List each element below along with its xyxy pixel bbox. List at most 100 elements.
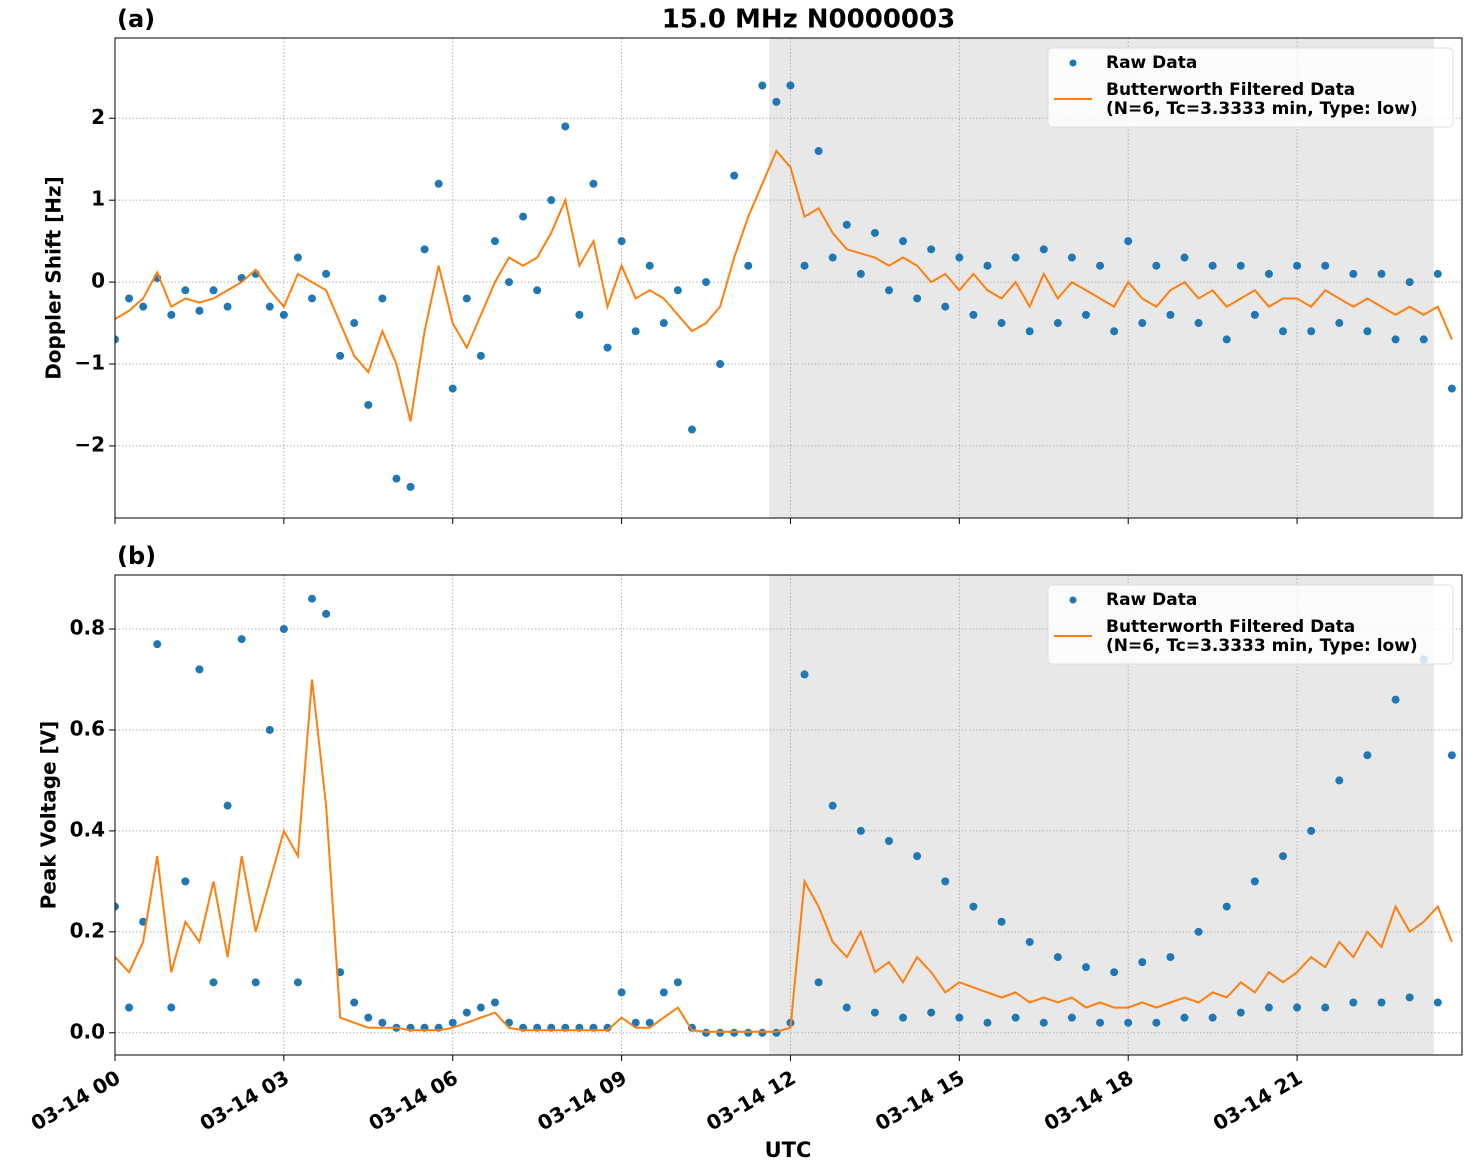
raw-point (1405, 278, 1414, 287)
raw-point (744, 261, 753, 270)
raw-point (547, 196, 556, 205)
axes-frame (114, 574, 1463, 1056)
raw-point (870, 1008, 879, 1017)
raw-point (983, 261, 992, 270)
raw-point (941, 877, 950, 886)
raw-point (1433, 998, 1442, 1007)
raw-point (1335, 319, 1344, 328)
x-tick-label: 03-14 06 (364, 1065, 462, 1135)
raw-point (828, 253, 837, 262)
raw-point (1405, 993, 1414, 1002)
chart-title: 15.0 MHz N0000003 (662, 5, 955, 35)
raw-point (702, 278, 711, 287)
raw-point (139, 302, 148, 311)
raw-point (420, 245, 429, 254)
raw-point (941, 302, 950, 311)
y-tick-label: 0.0 (70, 1019, 105, 1043)
raw-point (1180, 1013, 1189, 1022)
raw-point (195, 306, 204, 315)
raw-point (730, 171, 739, 180)
raw-point (1124, 1018, 1133, 1027)
legend-label: Raw Data (1106, 590, 1197, 610)
legend: Raw Data Butterworth Filtered Data (N=6, T… (1047, 47, 1454, 128)
raw-point (1081, 963, 1090, 972)
raw-point (490, 998, 499, 1007)
raw-point (1166, 953, 1175, 962)
raw-point (842, 220, 851, 229)
legend: Raw Data Butterworth Filtered Data (N=6, T… (1047, 584, 1454, 665)
legend-label: Raw Data (1106, 53, 1197, 73)
raw-point (434, 179, 443, 188)
raw-point (1124, 237, 1133, 246)
legend-label: Butterworth Filtered Data (N=6, Tc=3.3333… (1106, 617, 1418, 656)
legend-marker (1069, 596, 1077, 604)
raw-point (955, 1013, 964, 1022)
x-tick-label: 03-14 15 (871, 1065, 969, 1135)
x-tick-label: 03-14 18 (1040, 1065, 1138, 1135)
raw-point (115, 335, 119, 344)
raw-point (406, 482, 415, 491)
legend-box (1047, 47, 1454, 128)
raw-point (856, 826, 865, 835)
raw-point (716, 360, 725, 369)
y-tick-label: −2 (74, 432, 105, 456)
raw-point (476, 1003, 485, 1012)
raw-point (293, 978, 302, 987)
raw-point (870, 228, 879, 237)
raw-point (1307, 826, 1316, 835)
raw-point (1208, 261, 1217, 270)
raw-point (884, 836, 893, 845)
plot-area (115, 81, 1456, 491)
raw-point (1279, 327, 1288, 336)
raw-point (448, 1018, 457, 1027)
raw-point (786, 81, 795, 90)
raw-point (1222, 902, 1231, 911)
raw-point (997, 917, 1006, 926)
raw-point (1194, 319, 1203, 328)
raw-point (1447, 384, 1456, 393)
raw-point (800, 261, 809, 270)
raw-point (1138, 319, 1147, 328)
raw-point (181, 877, 190, 886)
raw-point (575, 310, 584, 319)
raw-point (1011, 253, 1020, 262)
raw-point (378, 294, 387, 303)
raw-point (1025, 327, 1034, 336)
raw-point (631, 327, 640, 336)
raw-point (899, 1013, 908, 1022)
plot-area (115, 594, 1456, 1037)
raw-point (1391, 335, 1400, 344)
raw-point (884, 286, 893, 295)
raw-point (1391, 695, 1400, 704)
raw-point (758, 81, 767, 90)
raw-point (1264, 1003, 1273, 1012)
raw-point (223, 801, 232, 810)
y-axis-label: Doppler Shift [Hz] (42, 176, 66, 380)
panel-label: (b) (117, 542, 156, 570)
raw-point (265, 725, 274, 734)
raw-point (1067, 1013, 1076, 1022)
raw-point (800, 670, 809, 679)
raw-point (687, 425, 696, 434)
raw-point (673, 286, 682, 295)
filtered-line (115, 679, 1453, 1033)
raw-point (561, 122, 570, 131)
raw-point (1419, 335, 1428, 344)
raw-point (772, 97, 781, 106)
raw-point (589, 179, 598, 188)
raw-point (1096, 261, 1105, 270)
legend-label: Butterworth Filtered Data (N=6, Tc=3.3333… (1106, 80, 1418, 119)
raw-point (856, 269, 865, 278)
raw-point (913, 294, 922, 303)
y-tick-label: 0 (91, 269, 105, 293)
raw-point (927, 1008, 936, 1017)
raw-point (1110, 327, 1119, 336)
raw-point (1039, 1018, 1048, 1027)
raw-point (1025, 937, 1034, 946)
raw-point (490, 237, 499, 246)
x-tick-label: 03-14 09 (533, 1065, 631, 1135)
raw-point (462, 1008, 471, 1017)
raw-point (1110, 968, 1119, 977)
y-tick-label: 1 (91, 187, 105, 211)
